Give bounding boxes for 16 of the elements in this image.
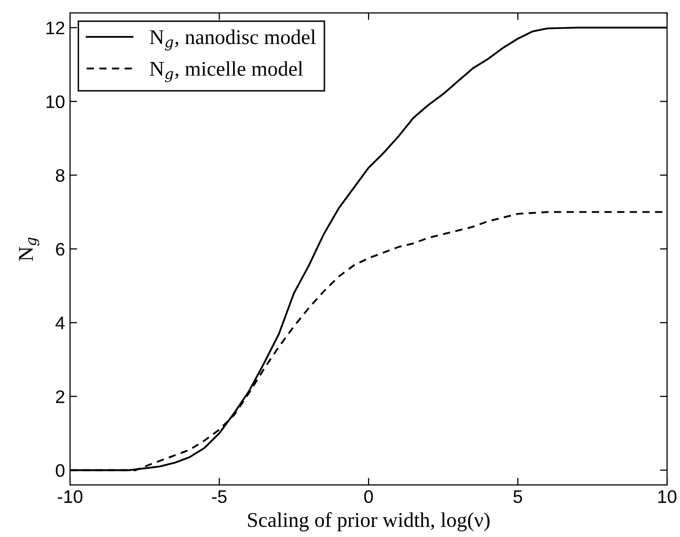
x-tick-label: -5	[212, 490, 227, 504]
y-tick-label: 4	[56, 316, 65, 330]
x-tick-label: 0	[364, 490, 373, 504]
x-tick-label: 10	[658, 490, 676, 504]
x-tick-label: 5	[514, 490, 522, 504]
legend-label: N$_{g}$, nanodisc model	[150, 30, 316, 50]
x-axis-title: Scaling of prior width, log(ν)	[248, 512, 490, 532]
y-tick-label: 0	[56, 464, 64, 477]
y-tick-label: 10	[46, 95, 64, 108]
x-tick-label: -10	[58, 490, 82, 504]
y-tick-label: 8	[56, 169, 64, 182]
y-axis-title: N$_{g}$	[19, 238, 40, 261]
y-tick-label: 6	[56, 242, 64, 256]
y-tick-label: 2	[56, 390, 64, 403]
y-tick-label: 12	[46, 22, 64, 34]
legend-label: N$_{g}$, micelle model	[150, 61, 303, 82]
